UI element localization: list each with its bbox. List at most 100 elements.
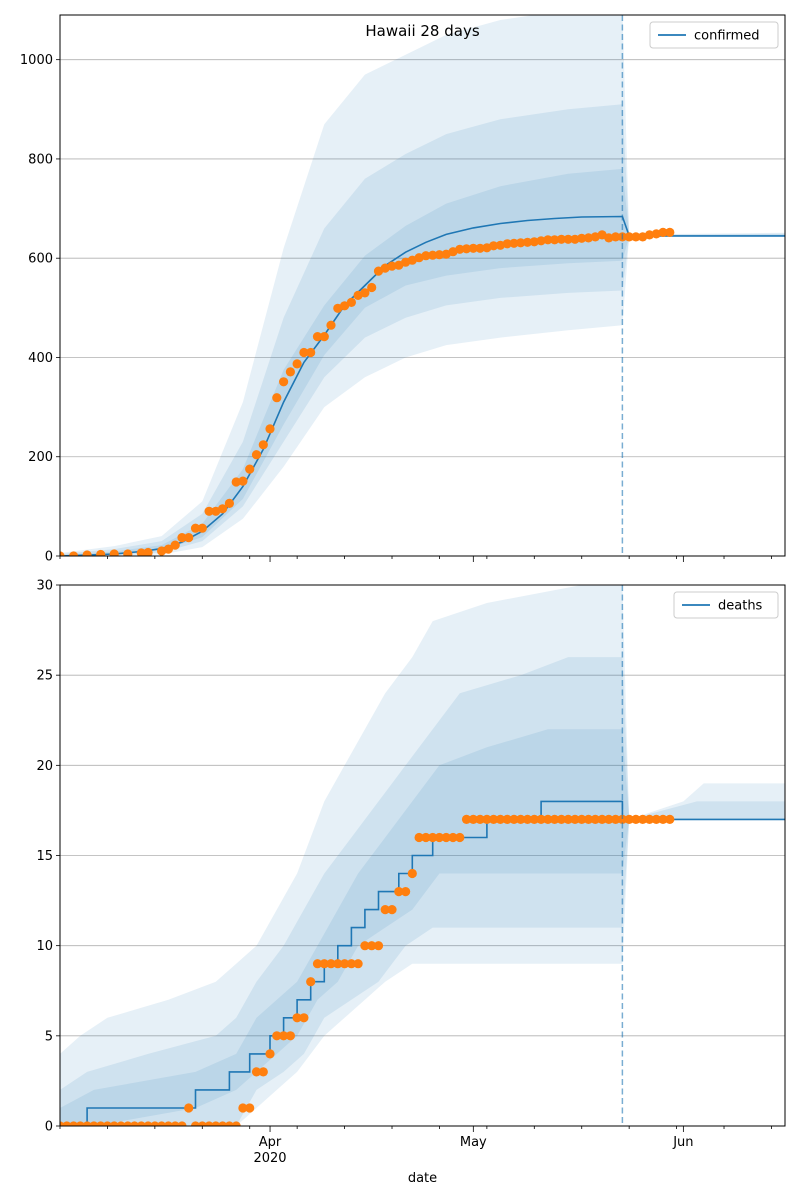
observed-point <box>367 941 377 951</box>
observed-point <box>550 814 560 825</box>
observed-point <box>224 498 234 508</box>
observed-point <box>624 814 634 825</box>
observed-point <box>638 814 648 825</box>
observed-point <box>197 523 207 533</box>
observed-point <box>380 905 390 915</box>
observed-point <box>251 450 262 460</box>
observed-point <box>665 227 675 237</box>
observed-point <box>394 887 404 897</box>
observed-point <box>658 814 668 825</box>
observed-point <box>611 814 621 825</box>
observed-point <box>184 533 194 543</box>
observed-point <box>258 1067 268 1077</box>
observed-point <box>373 941 384 951</box>
observed-point <box>651 814 661 825</box>
observed-point <box>536 814 546 825</box>
observed-point <box>319 959 329 969</box>
observed-point <box>306 977 316 987</box>
observed-point <box>285 367 295 377</box>
observed-point <box>604 233 614 243</box>
observed-point <box>170 540 180 550</box>
observed-point <box>482 814 492 825</box>
observed-point <box>62 1121 72 1126</box>
y-tick-label: 25 <box>36 669 53 684</box>
observed-point <box>441 832 451 843</box>
observed-point <box>590 814 600 825</box>
observed-point <box>224 1121 234 1126</box>
observed-point <box>563 814 573 825</box>
observed-point <box>360 941 370 951</box>
legend-label: deaths <box>718 599 763 614</box>
observed-point <box>143 547 153 556</box>
observed-point <box>136 1121 146 1126</box>
confidence-band <box>60 729 785 1126</box>
observed-point <box>502 814 512 825</box>
confidence-band <box>60 168 785 556</box>
y-tick-label: 0 <box>45 550 53 565</box>
x-tick-sublabel: 2020 <box>253 1151 286 1166</box>
observed-point <box>123 549 133 556</box>
observed-point <box>543 235 553 245</box>
observed-point <box>184 1103 194 1113</box>
observed-point <box>245 1103 255 1113</box>
observed-point <box>143 1121 153 1126</box>
observed-point <box>536 236 546 246</box>
legend: confirmed <box>649 21 779 49</box>
confirmed-panel: 0 200 400 600 800 1000 Hawaii 28 days confirmed <box>20 14 786 565</box>
observed-point <box>434 832 444 843</box>
observed-point <box>611 232 621 242</box>
observed-point <box>577 233 587 243</box>
observed-point <box>407 868 417 879</box>
observed-point <box>468 243 478 253</box>
observed-point <box>617 814 628 825</box>
observed-point <box>102 1121 112 1126</box>
legend: deaths <box>673 591 779 619</box>
observed-point <box>204 506 214 516</box>
observed-point <box>157 1121 167 1126</box>
observed-point <box>421 832 431 843</box>
observed-point <box>502 239 512 249</box>
confidence-band <box>60 657 785 1126</box>
observed-point <box>624 232 634 242</box>
observed-point <box>428 250 438 260</box>
observed-point <box>658 227 668 237</box>
observed-point <box>475 243 485 253</box>
observed-point <box>163 544 173 554</box>
observed-point <box>116 1121 126 1126</box>
observed-point <box>644 814 655 825</box>
observed-point <box>631 232 641 242</box>
observed-point <box>299 1013 309 1023</box>
observed-point <box>177 533 187 543</box>
observed-point <box>333 959 343 969</box>
legend-box <box>649 21 779 49</box>
observed-point <box>326 320 336 330</box>
observed-point <box>69 551 79 556</box>
observed-point <box>455 832 465 843</box>
observed-point <box>306 347 316 358</box>
observed-point <box>461 814 472 825</box>
observed-point <box>475 814 485 825</box>
x-tick-label: Jun <box>672 1135 693 1150</box>
observed-point <box>231 477 241 487</box>
observed-point <box>529 814 539 825</box>
observed-point <box>60 551 65 556</box>
observed-point <box>516 238 526 248</box>
observed-point <box>529 237 539 247</box>
observed-point <box>218 504 228 514</box>
x-tick-label: May <box>460 1135 487 1150</box>
observed-point <box>82 550 92 556</box>
y-tick-label: 600 <box>28 252 53 267</box>
observed-point <box>177 1121 187 1126</box>
observed-point <box>604 814 614 825</box>
observed-point <box>516 814 526 825</box>
chart-title: Hawaii 28 days <box>365 22 479 40</box>
y-tick-label: 10 <box>36 939 53 954</box>
observed-point <box>489 241 499 251</box>
observed-point <box>265 424 275 434</box>
observed-point <box>509 238 519 248</box>
observed-point <box>563 234 573 244</box>
observed-point <box>319 332 329 342</box>
y-tick-label: 200 <box>28 450 53 465</box>
